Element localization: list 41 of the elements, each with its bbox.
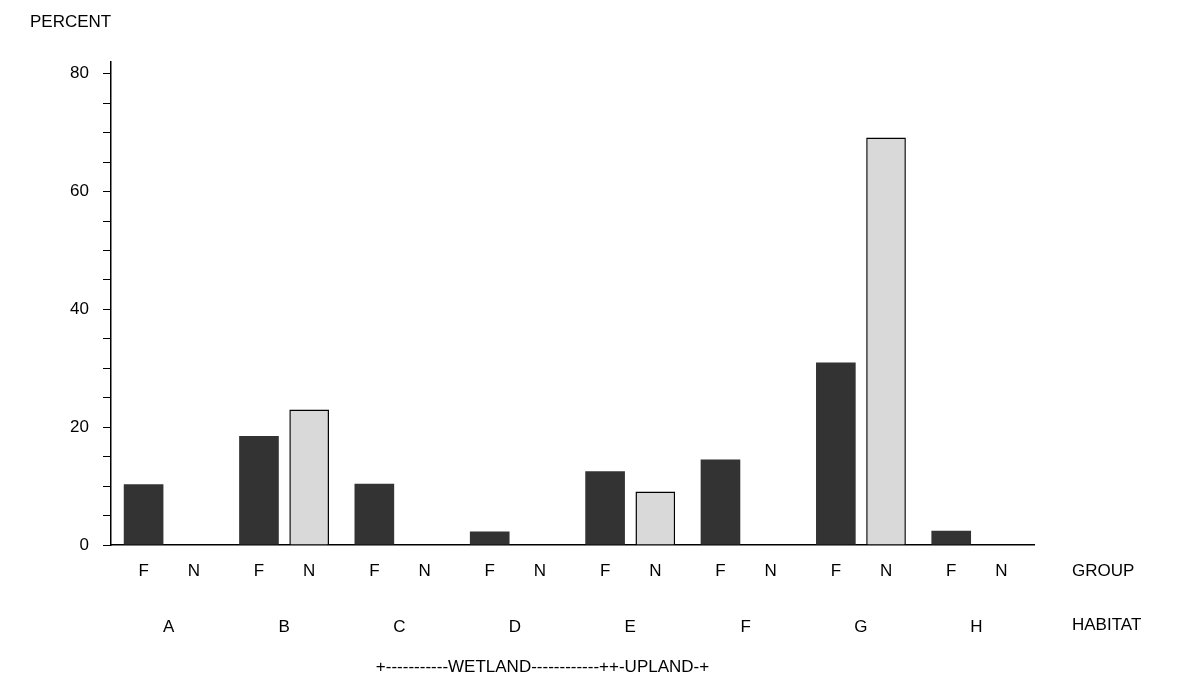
- y-tick-label: 60: [70, 181, 89, 201]
- x-tick-label: B: [278, 616, 290, 636]
- series-label: N: [303, 560, 316, 580]
- y-tick-label: 80: [70, 63, 89, 83]
- bar: [700, 459, 741, 545]
- y-tick-label: 20: [70, 416, 89, 436]
- x-tick-label: G: [854, 616, 868, 636]
- text: F: [715, 560, 726, 580]
- text: F: [253, 560, 265, 580]
- bar: [123, 484, 164, 545]
- x-tick-label: D: [508, 616, 521, 636]
- text: F: [599, 560, 611, 580]
- text: N: [879, 560, 893, 580]
- text: N: [764, 560, 777, 580]
- bar: [354, 483, 395, 545]
- text: F: [369, 560, 380, 580]
- text: F: [830, 560, 842, 580]
- bar: [239, 436, 279, 545]
- series-label: F: [138, 560, 149, 580]
- text: N: [187, 560, 200, 580]
- y-tick-label: 40: [70, 299, 89, 319]
- text: N: [533, 560, 547, 580]
- text: N: [649, 560, 662, 580]
- bar: [469, 531, 510, 545]
- x-tick-label: H: [970, 616, 983, 636]
- legend-title: GROUP: [1072, 560, 1135, 580]
- y-tick-label: 0: [79, 534, 89, 554]
- text: N: [995, 560, 1008, 580]
- text: F: [484, 560, 495, 580]
- x-tick-label: C: [393, 616, 406, 636]
- bar: [931, 530, 972, 545]
- text: +-----------WETLAND------------++-UPLAND-+: [375, 656, 710, 676]
- y-axis-title: PERCENT: [30, 11, 112, 31]
- bar: [816, 362, 856, 545]
- x-axis-title: HABITAT: [1072, 614, 1142, 634]
- text: F: [946, 560, 957, 580]
- x-tick-label: A: [163, 616, 176, 636]
- x-tick-label: F: [740, 616, 751, 636]
- bar: [585, 471, 625, 545]
- text: N: [418, 560, 431, 580]
- x-tick-label: E: [624, 616, 636, 636]
